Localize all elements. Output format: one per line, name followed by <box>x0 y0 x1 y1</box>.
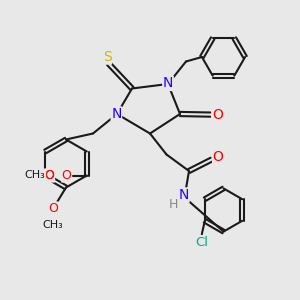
Text: O: O <box>45 169 55 182</box>
Text: O: O <box>45 169 55 182</box>
Text: O: O <box>213 150 224 164</box>
Text: H: H <box>168 197 178 211</box>
Text: S: S <box>103 50 112 64</box>
Text: N: N <box>163 76 173 90</box>
Text: Cl: Cl <box>195 236 208 249</box>
Text: O: O <box>48 202 58 215</box>
Text: O: O <box>62 169 72 182</box>
Text: O: O <box>212 108 223 122</box>
Text: CH₃: CH₃ <box>25 170 46 181</box>
Text: CH₃: CH₃ <box>43 220 64 230</box>
Text: N: N <box>111 107 122 121</box>
Text: N: N <box>179 188 189 202</box>
